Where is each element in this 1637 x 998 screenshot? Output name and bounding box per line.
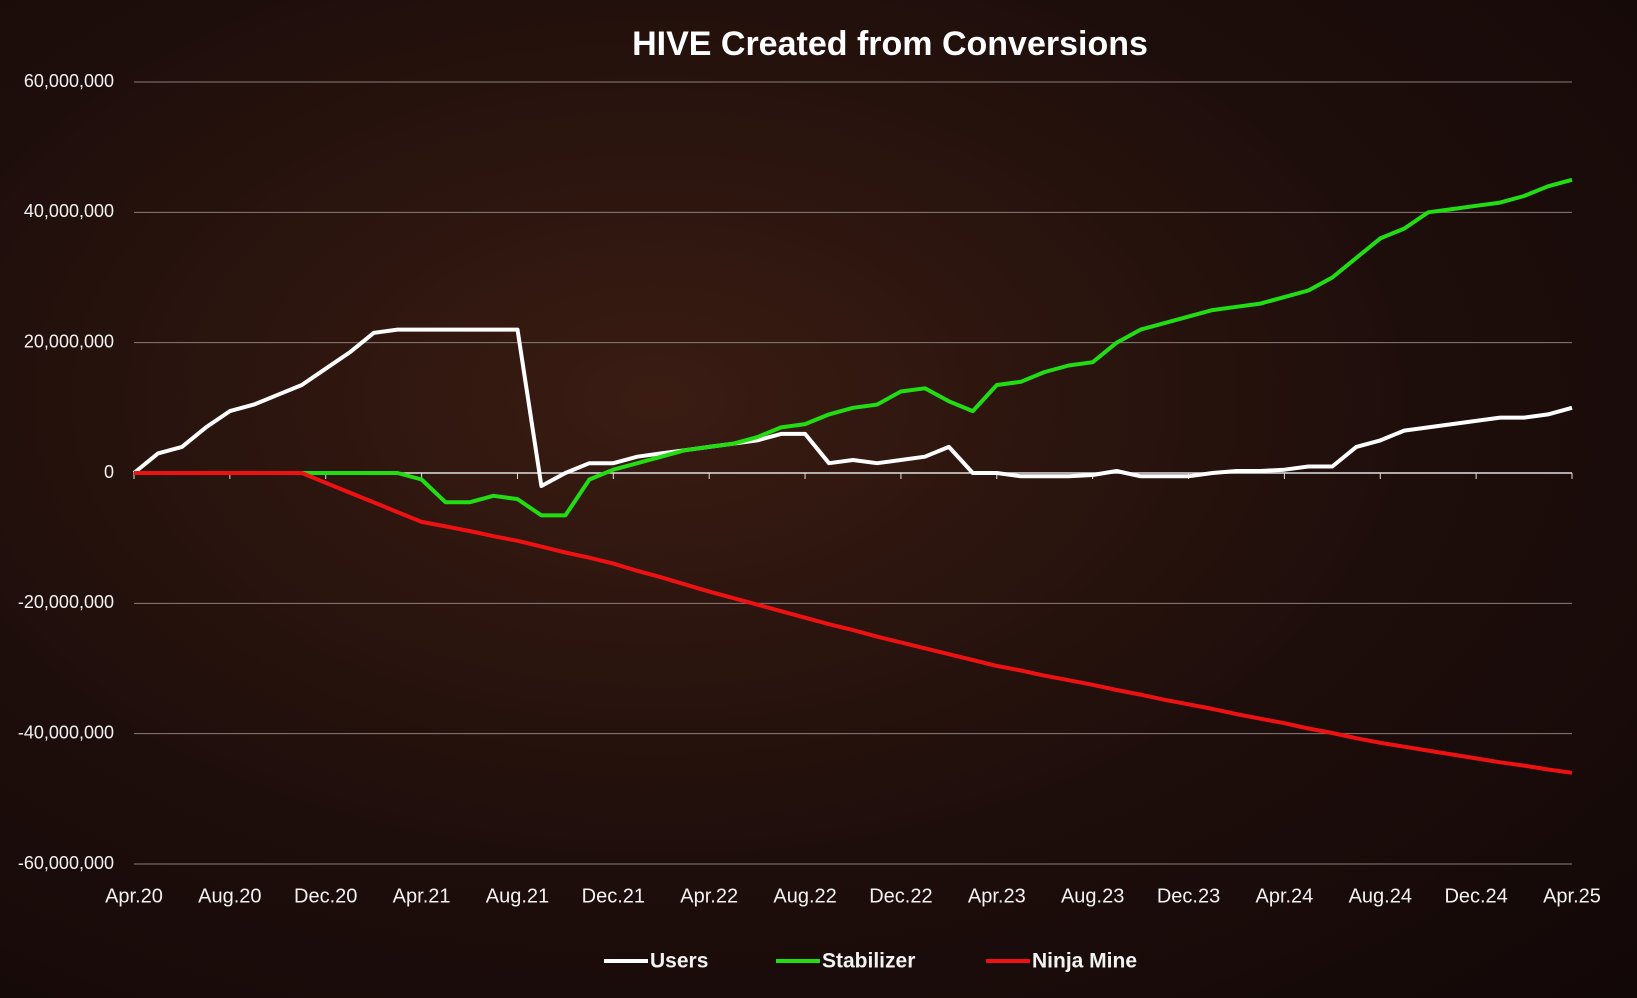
x-tick-label: Dec.20 bbox=[294, 885, 357, 907]
x-tick-label: Dec.21 bbox=[582, 885, 645, 907]
x-tick-label: Aug.21 bbox=[486, 885, 549, 907]
y-tick-label: 60,000,000 bbox=[24, 71, 114, 91]
legend-label: Users bbox=[650, 950, 708, 973]
x-tick-label: Aug.20 bbox=[198, 885, 261, 907]
x-tick-label: Aug.22 bbox=[773, 885, 836, 907]
x-tick-label: Apr.21 bbox=[393, 885, 451, 907]
series-line bbox=[132, 327, 1573, 488]
y-tick-label: -40,000,000 bbox=[18, 722, 114, 742]
y-tick-label: 20,000,000 bbox=[24, 331, 114, 351]
x-tick-label: Aug.23 bbox=[1061, 885, 1124, 907]
legend-item: Users bbox=[604, 950, 708, 973]
x-tick-label: Dec.22 bbox=[869, 885, 932, 907]
x-tick-label: Dec.24 bbox=[1444, 885, 1507, 907]
x-tick-label: Aug.24 bbox=[1349, 885, 1412, 907]
chart-title: HIVE Created from Conversions bbox=[632, 25, 1148, 63]
y-tick-label: -60,000,000 bbox=[18, 853, 114, 873]
x-tick-label: Apr.23 bbox=[968, 885, 1026, 907]
legend-item: Stabilizer bbox=[776, 950, 915, 973]
x-tick-label: Apr.20 bbox=[105, 885, 163, 907]
legend-label: Ninja Mine bbox=[1032, 950, 1137, 973]
y-tick-label: 0 bbox=[104, 462, 114, 482]
y-tick-label: -20,000,000 bbox=[18, 592, 114, 612]
x-tick-label: Apr.22 bbox=[680, 885, 738, 907]
y-tick-label: 40,000,000 bbox=[24, 201, 114, 221]
x-tick-label: Apr.24 bbox=[1255, 885, 1313, 907]
series-line bbox=[134, 177, 1573, 518]
series-line bbox=[134, 471, 1573, 775]
x-tick-label: Apr.25 bbox=[1543, 885, 1601, 907]
x-tick-label: Dec.23 bbox=[1157, 885, 1220, 907]
legend-item: Ninja Mine bbox=[986, 950, 1137, 973]
legend-label: Stabilizer bbox=[822, 950, 915, 973]
